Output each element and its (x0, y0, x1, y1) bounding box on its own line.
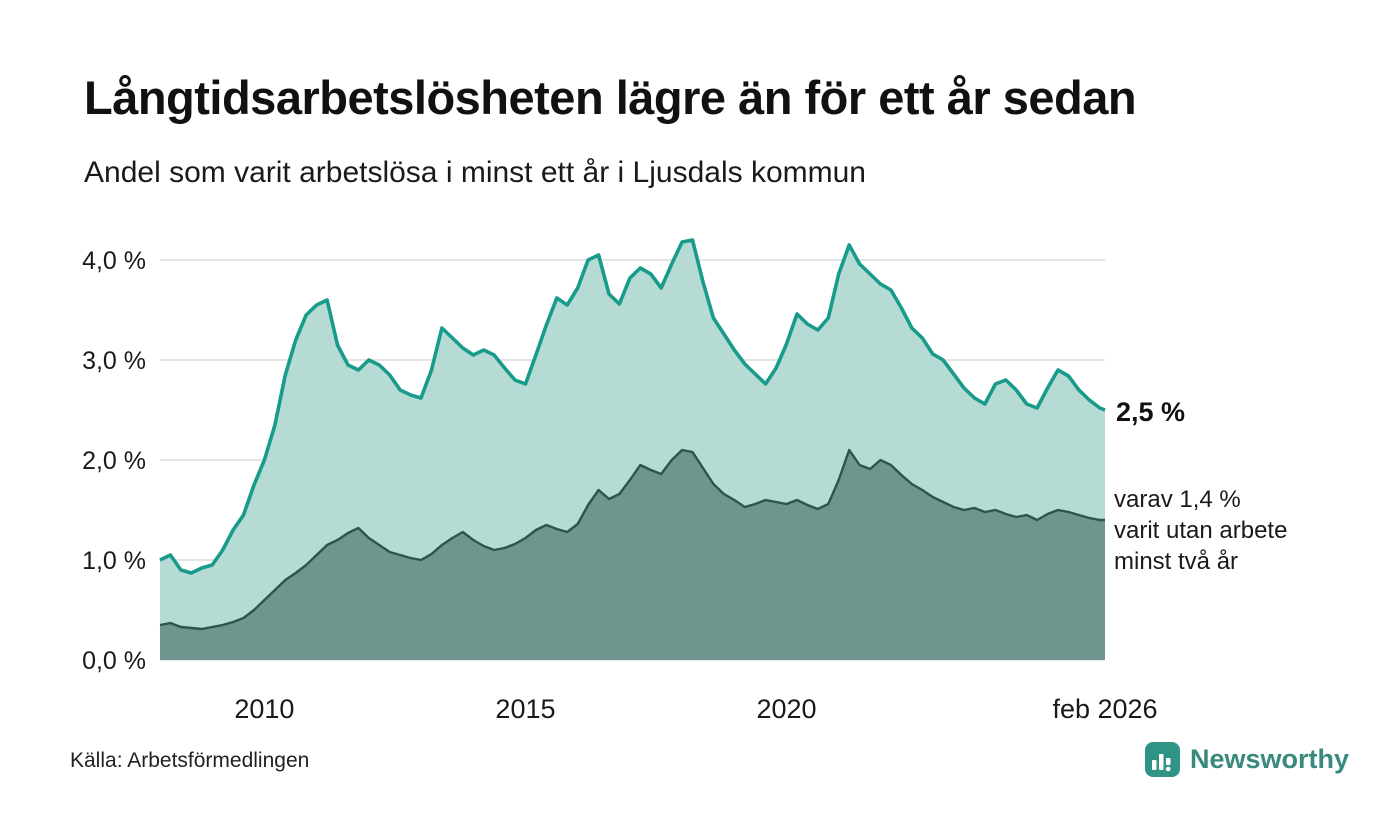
chart-title: Långtidsarbetslösheten lägre än för ett … (84, 71, 1137, 124)
newsworthy-logo: Newsworthy (1144, 740, 1349, 778)
svg-text:0,0 %: 0,0 % (82, 647, 146, 675)
annotation-line-3: minst två år (1114, 548, 1239, 575)
svg-text:4,0 %: 4,0 % (82, 247, 146, 275)
newsworthy-icon (1145, 741, 1180, 777)
annotation-two-year: varav 1,4 % varit utan arbete minst två … (1114, 484, 1344, 577)
svg-text:1,0 %: 1,0 % (82, 547, 146, 575)
svg-text:2,0 %: 2,0 % (82, 447, 146, 475)
annotation-line-1: varav 1,4 % (1114, 486, 1241, 513)
svg-text:2015: 2015 (495, 694, 555, 724)
annotation-line-2: varit utan arbete (1114, 517, 1288, 544)
svg-text:2020: 2020 (756, 694, 816, 724)
end-label-total-value: 2,5 % (1116, 397, 1186, 427)
brand-name: Newsworthy (1190, 743, 1350, 774)
svg-text:feb 2026: feb 2026 (1052, 694, 1157, 724)
chart-subtitle: Andel som varit arbetslösa i minst ett å… (84, 156, 866, 189)
svg-text:3,0 %: 3,0 % (82, 347, 146, 375)
svg-text:2010: 2010 (234, 694, 294, 724)
source-note: Källa: Arbetsförmedlingen (70, 749, 310, 772)
